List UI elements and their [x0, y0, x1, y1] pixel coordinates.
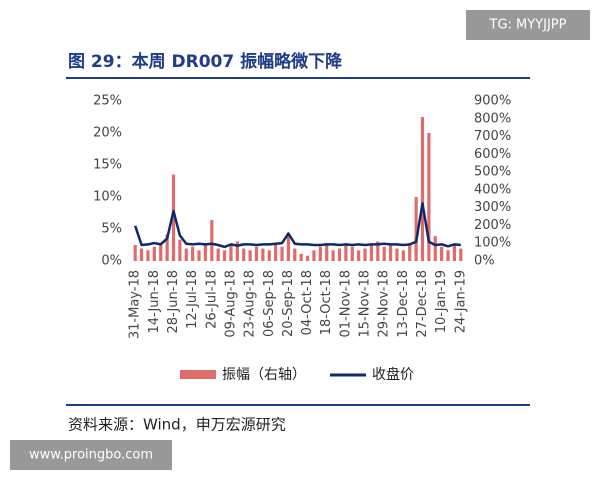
legend-label: 收盘价 [372, 366, 414, 383]
bar [210, 220, 214, 261]
x-tick-label: 04-Oct-18 [300, 270, 315, 335]
bar [318, 246, 322, 261]
bar [235, 241, 239, 261]
watermark: www.proingbo.com [29, 448, 153, 463]
x-tick-label: 15-Nov-18 [358, 270, 373, 338]
bar [331, 250, 335, 261]
x-tick-label: 10-Jan-19 [434, 270, 449, 333]
bar [363, 248, 367, 261]
bar [395, 248, 399, 261]
watermark-box [466, 10, 590, 40]
chart-title: 图 29：本周 DR007 振幅略微下降 [68, 51, 343, 72]
bar [305, 255, 310, 261]
source: 资料来源：Wind，申万宏源研究 [68, 416, 286, 434]
bar [165, 234, 169, 261]
bar [388, 245, 393, 261]
x-tick-label: 18-Oct-18 [319, 270, 334, 335]
y2-tick-label: 900% [474, 94, 511, 109]
bar [267, 250, 271, 261]
bar [197, 250, 201, 261]
bar [139, 248, 144, 261]
bar [350, 246, 354, 261]
line [134, 202, 461, 249]
x-tick-label: 01-Nov-18 [338, 270, 353, 338]
watermark-box [10, 440, 172, 470]
x-tick-label: 24-Jan-19 [453, 270, 468, 333]
legend-label: 振幅（右轴） [222, 367, 306, 383]
bar [427, 133, 431, 261]
y2-tick-label: 100% [474, 236, 511, 251]
bar [312, 250, 316, 261]
y2-tick-label: 400% [474, 182, 511, 197]
y-tick-label: 5% [101, 222, 122, 237]
bar [452, 245, 457, 261]
bar [286, 234, 291, 261]
bar [433, 236, 437, 261]
bar [222, 250, 227, 261]
y-tick-label: 15% [93, 158, 122, 173]
bar [440, 246, 444, 261]
bar [261, 248, 265, 261]
bar [299, 253, 303, 261]
x-tick-label: 20-Sep-18 [281, 270, 296, 337]
x-tick-label: 13-Dec-18 [396, 270, 411, 338]
y2-tick-label: 800% [474, 111, 511, 126]
bar [344, 245, 348, 261]
x-tick-label: 06-Sep-18 [262, 270, 277, 337]
bar [146, 250, 150, 261]
y-tick-label: 20% [93, 126, 122, 141]
bar [459, 248, 463, 261]
y2-tick-label: 0% [474, 254, 495, 269]
bar [242, 248, 246, 261]
bar [401, 250, 405, 261]
watermark: TG: MYYJJPP [489, 18, 567, 33]
bar [171, 174, 176, 261]
bar [408, 243, 412, 261]
x-tick-label: 26-Jul-18 [204, 270, 219, 329]
bar [178, 239, 182, 261]
bar [369, 245, 374, 261]
x-tick-label: 23-Aug-18 [243, 270, 258, 338]
bar [254, 246, 259, 261]
bar [337, 248, 342, 261]
bar [248, 250, 252, 261]
y-tick-label: 25% [93, 94, 122, 109]
bar [191, 246, 195, 261]
y2-tick-label: 500% [474, 165, 511, 180]
x-tick-label: 31-May-18 [128, 270, 143, 339]
bar [414, 197, 418, 261]
x-tick-label: 14-Jun-18 [147, 270, 162, 334]
bar [280, 246, 284, 261]
bar [229, 245, 233, 261]
bar [376, 241, 380, 261]
bar [274, 245, 278, 261]
x-tick-label: 29-Nov-18 [377, 270, 392, 338]
bar [293, 248, 297, 261]
bar [152, 246, 156, 261]
bar [159, 243, 163, 261]
bar [420, 117, 425, 261]
plot: 0% 5% 10% 15% 20% 25% 0% 100% 200% 300% 400% 500% 60… [93, 94, 511, 384]
y-tick-label: 0% [101, 254, 122, 269]
y2-tick-label: 300% [474, 200, 511, 215]
x-tick-label: 28-Jun-18 [166, 270, 181, 334]
bar [133, 245, 137, 261]
y2-tick-label: 200% [474, 218, 511, 233]
y2-tick-label: 700% [474, 129, 511, 144]
bar [184, 248, 188, 261]
x-tick-label: 09-Aug-18 [223, 270, 238, 338]
y-tick-label: 10% [93, 190, 122, 205]
x-tick-label: 27-Dec-18 [415, 270, 430, 338]
legend-swatch [180, 370, 216, 379]
bar [325, 243, 329, 261]
bar [216, 248, 220, 261]
bar [446, 250, 450, 261]
x-tick-label: 12-Jul-18 [185, 270, 200, 329]
bar [382, 246, 386, 261]
bar [357, 250, 361, 261]
bar [203, 245, 208, 261]
y2-tick-label: 600% [474, 147, 511, 162]
